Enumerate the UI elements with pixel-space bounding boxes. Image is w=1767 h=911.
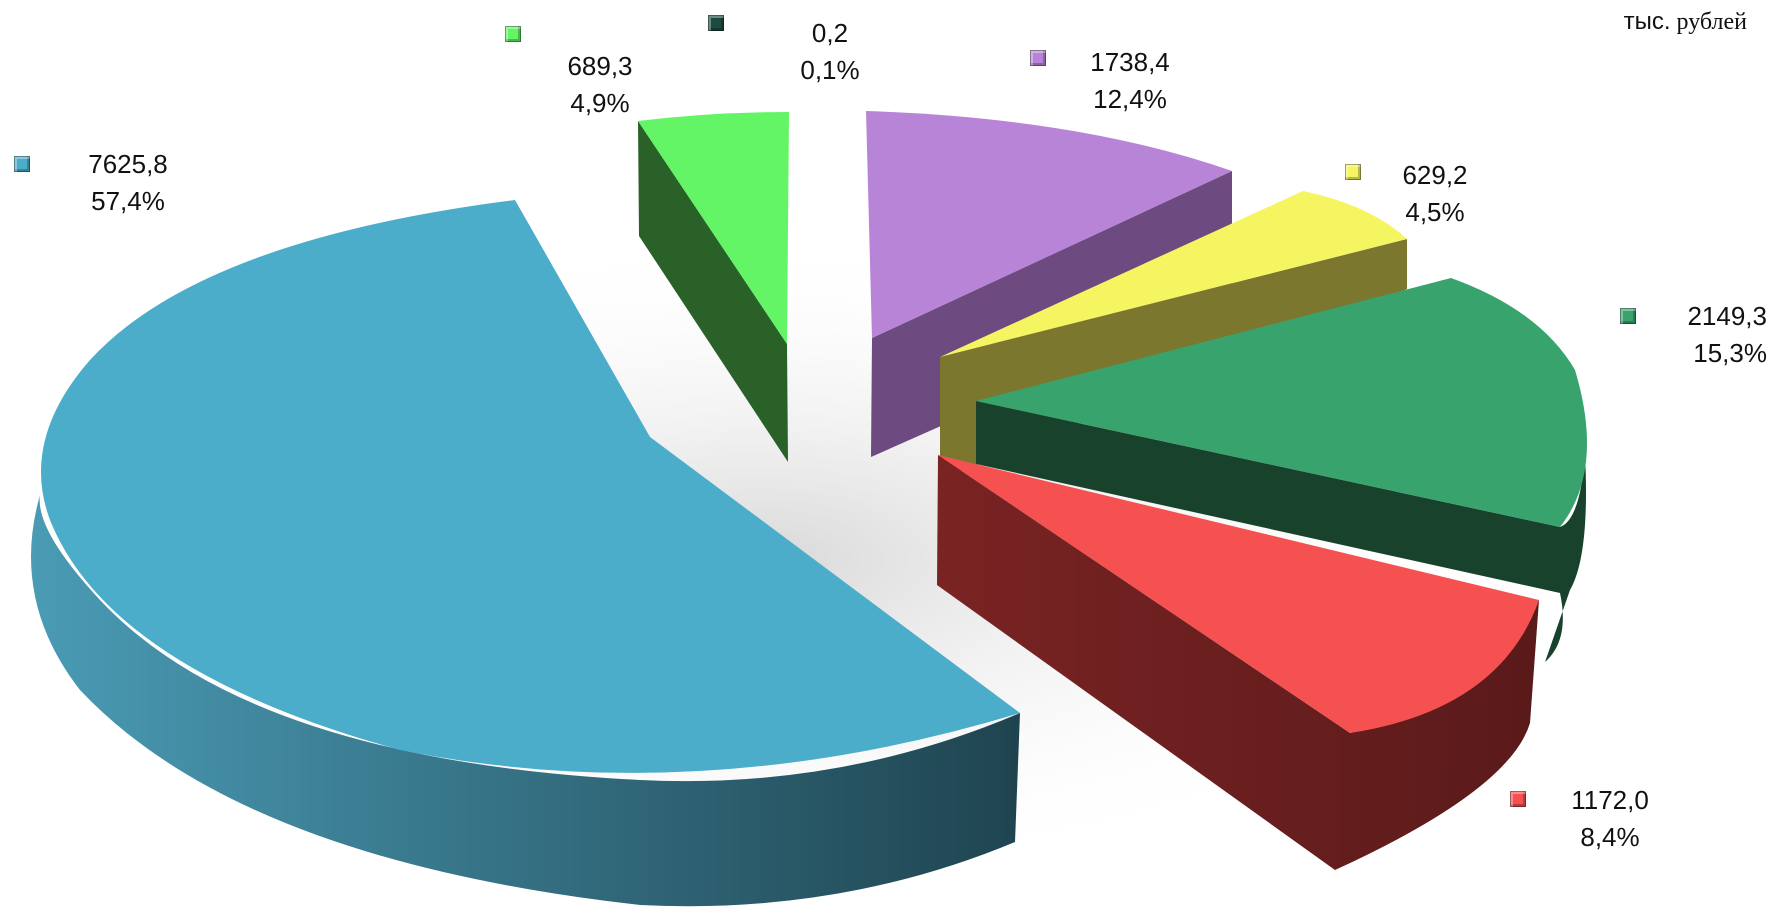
data-label-value: 689,3 <box>567 51 633 81</box>
data-label-percent: 8,4% <box>1580 822 1640 852</box>
slice-red <box>937 455 1539 870</box>
data-label-value: 1172,0 <box>1571 785 1649 815</box>
legend-marker-green <box>1620 308 1636 324</box>
data-label-percent: 4,5% <box>1405 197 1465 227</box>
data-label-purple: 1738,4 12,4% <box>1065 44 1195 118</box>
data-label-percent: 57,4% <box>91 186 165 216</box>
data-label-percent: 4,9% <box>570 88 630 118</box>
data-label-value: 0,2 <box>811 18 849 48</box>
data-label-red: 1172,0 8,4% <box>1550 782 1670 856</box>
legend-marker-purple <box>1030 50 1046 66</box>
data-label-percent: 0,1% <box>800 55 860 85</box>
slice-yellow-top <box>940 191 1407 357</box>
data-label-value: 2149,3 <box>1687 301 1767 331</box>
slice-green-light-top <box>638 112 789 344</box>
data-label-value: 7625,8 <box>88 149 168 179</box>
slice-green-side-front <box>976 401 1560 593</box>
legend-marker-green-light <box>505 26 521 42</box>
data-label-value: 1738,4 <box>1090 47 1170 77</box>
slice-green-light <box>638 112 789 462</box>
unit-label: тыс. рублей <box>1623 8 1747 35</box>
data-label-dark-green: 0,2 0,1% <box>775 15 885 89</box>
legend-marker-blue <box>14 156 30 172</box>
slice-blue-top <box>41 200 1020 773</box>
slice-red-top <box>938 455 1539 733</box>
slice-green-top <box>976 278 1587 527</box>
slice-green-side-rim <box>1545 455 1586 662</box>
legend-marker-red <box>1510 791 1526 807</box>
data-label-value: 629,2 <box>1402 160 1468 190</box>
data-label-blue: 7625,8 57,4% <box>58 146 198 220</box>
data-label-yellow: 629,2 4,5% <box>1375 157 1495 231</box>
data-label-percent: 12,4% <box>1093 84 1167 114</box>
slice-blue <box>31 200 1020 907</box>
slice-green <box>976 278 1587 662</box>
data-label-green-light: 689,3 4,9% <box>545 48 655 122</box>
data-label-green: 2149,3 15,3% <box>1650 298 1767 372</box>
legend-marker-yellow <box>1345 164 1361 180</box>
slice-purple-top <box>866 111 1232 338</box>
slice-green-light-side <box>638 121 788 462</box>
data-label-percent: 15,3% <box>1693 338 1767 368</box>
slice-red-side <box>937 455 1539 870</box>
slice-blue-side <box>31 495 1020 907</box>
legend-marker-dark-green <box>708 15 724 31</box>
